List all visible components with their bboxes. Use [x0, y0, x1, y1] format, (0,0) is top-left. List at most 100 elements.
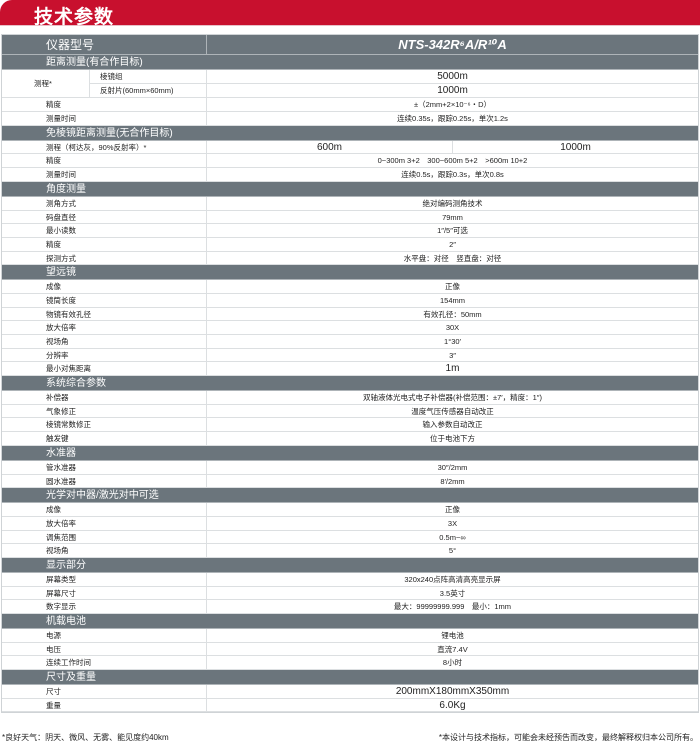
spec-label: 电源 [2, 629, 207, 642]
spec-value: 最大：99999999.999 最小：1mm [393, 602, 512, 612]
spec-table: 仪器型号 NTS-342R⁶A/R¹⁰A 距离测量(有合作目标) 测程* 棱镜组 50… [1, 34, 699, 714]
spec-label: 调焦范围 [2, 530, 207, 544]
spec-value: ±（2mm+2×10⁻⁶・D） [413, 100, 492, 110]
spec-label: 放大倍率 [2, 516, 207, 530]
spec-label: 连续工作时间 [2, 656, 207, 670]
page-title: 技术参数 [34, 7, 115, 28]
spec-row: 精度 0~300m 3+2 300~600m 5+2 >600m 10+2 [2, 154, 698, 169]
spec-row: 成像 正像 [2, 503, 698, 517]
spec-label: 成像 [2, 280, 207, 293]
spec-row: 码盘直径 79mm [2, 210, 698, 225]
section-header: 距离测量(有合作目标) [2, 55, 698, 70]
footnote-weather: *良好天气：阴天、微风、无雾、能见度约40km [2, 733, 169, 742]
spec-value: 30″/2mm [437, 462, 468, 472]
spec-row: 探测方式 水平盘：对径 竖直盘：对径 [2, 251, 698, 266]
spec-value: 1m [445, 363, 460, 375]
spec-label: 重量 [2, 698, 207, 712]
spec-label: 视场角 [2, 544, 207, 557]
spec-label: 物镜有效孔径 [2, 307, 207, 321]
title-banner: 技术参数 [0, 0, 700, 28]
spec-row: 放大倍率 30X [2, 321, 698, 335]
spec-label: 精度 [2, 237, 207, 251]
spec-value: 1°30′ [444, 337, 461, 346]
spec-label: 测角方式 [2, 196, 207, 210]
spec-row: 测角方式 绝对编码测角技术 [2, 196, 698, 211]
section-header: 水准器 [2, 445, 698, 461]
spec-label: 最小读数 [2, 224, 207, 237]
spec-value: 79mm [442, 212, 463, 222]
spec-row: 棱镜组 5000m [90, 70, 698, 84]
section-header: 免棱镜距离测量(无合作目标) [2, 125, 698, 141]
spec-row: 最小对焦距离 1m [2, 362, 698, 377]
spec-label: 探测方式 [2, 251, 207, 265]
spec-label: 码盘直径 [2, 210, 207, 224]
spec-label: 棱镜常数修正 [2, 418, 207, 432]
spec-label: 尺寸 [2, 685, 207, 698]
spec-row: 管水准器 30″/2mm [2, 460, 698, 475]
spec-value: 输入参数自动改正 [422, 420, 483, 430]
section-header: 望远镜 [2, 265, 698, 281]
spec-row: 视场角 1°30′ [2, 335, 698, 349]
spec-row: 连续工作时间 8小时 [2, 656, 698, 671]
spec-label: 测量时间 [2, 112, 207, 125]
spec-group-rows: 棱镜组 5000m 反射片(60mm×60mm) 1000m [90, 70, 698, 98]
spec-value: 3.5英寸 [439, 588, 466, 598]
spec-label: 精度 [2, 154, 207, 168]
spec-label: 棱镜组 [90, 70, 207, 83]
section-header: 显示部分 [2, 557, 698, 573]
section-header: 尺寸及重量 [2, 670, 698, 686]
spec-row: 精度 ±（2mm+2×10⁻⁶・D） [2, 98, 698, 113]
spec-row: 圆水准器 8′/2mm [2, 474, 698, 489]
spec-row: 尺寸 200mmX180mmX350mm [2, 685, 698, 699]
model-value: NTS-342R⁶A/R¹⁰A [398, 37, 507, 52]
spec-label: 精度 [2, 98, 207, 112]
spec-value: 直流7.4V [437, 644, 468, 654]
spec-label: 镜筒长度 [2, 293, 207, 307]
spec-label: 圆水准器 [2, 474, 207, 488]
spec-value: 正像 [445, 505, 460, 515]
spec-value: 0.5m~∞ [439, 532, 466, 542]
section-header: 光学对中器/激光对中可选 [2, 488, 698, 504]
spec-row: 最小读数 1″/5″可选 [2, 224, 698, 238]
spec-row: 补偿器 双轴液体光电式电子补偿器(补偿范围：±7′，精度：1″) [2, 391, 698, 405]
spec-row: 数字显示 最大：99999999.999 最小：1mm [2, 600, 698, 614]
spec-row: 测程（柯达灰，90%反射率）* 600m 1000m [2, 140, 698, 155]
spec-row: 气象修正 温度气压传感器自动改正 [2, 404, 698, 419]
spec-label: 测量时间 [2, 168, 207, 181]
spec-row: 分辨率 3″ [2, 348, 698, 363]
spec-value: 1000m [560, 141, 591, 153]
spec-row: 物镜有效孔径 有效孔径：50mm [2, 307, 698, 322]
spec-label: 数字显示 [2, 600, 207, 613]
spec-row: 精度 2″ [2, 237, 698, 252]
spec-value: 1000m [437, 84, 468, 96]
spec-value: 200mmX180mmX350mm [395, 686, 510, 698]
spec-label: 触发键 [2, 432, 207, 445]
spec-value: 1″/5″可选 [437, 226, 468, 236]
spec-row: 电源 锂电池 [2, 629, 698, 643]
spec-row: 放大倍率 3X [2, 516, 698, 531]
spec-value: 5° [448, 546, 457, 556]
spec-row: 屏幕类型 320x240点阵高清高亮显示屏 [2, 572, 698, 587]
spec-value: 水平盘：对径 竖直盘：对径 [403, 253, 502, 263]
spec-label: 成像 [2, 503, 207, 516]
spec-value: 8′/2mm [440, 476, 465, 486]
spec-value: 3″ [449, 350, 456, 360]
spec-value: 绝对编码测角技术 [422, 198, 483, 208]
spec-row: 重量 6.0Kg [2, 698, 698, 713]
spec-value: 2″ [449, 239, 456, 249]
spec-label: 反射片(60mm×60mm) [90, 83, 207, 98]
spec-value: 6.0Kg [439, 699, 466, 711]
spec-row: 触发键 位于电池下方 [2, 432, 698, 446]
spec-value: 8小时 [442, 658, 463, 668]
spec-label: 补偿器 [2, 391, 207, 404]
spec-value: 位于电池下方 [430, 434, 475, 444]
spec-row: 成像 正像 [2, 280, 698, 294]
spec-label: 视场角 [2, 335, 207, 348]
model-row: 仪器型号 NTS-342R⁶A/R¹⁰A [2, 35, 698, 55]
spec-value: 30X [445, 323, 460, 333]
spec-value: 600m [207, 140, 453, 154]
spec-value: 5000m [437, 71, 468, 82]
section-header: 机载电池 [2, 614, 698, 629]
spec-label: 气象修正 [2, 404, 207, 418]
spec-value: 温度气压传感器自动改正 [411, 406, 494, 416]
